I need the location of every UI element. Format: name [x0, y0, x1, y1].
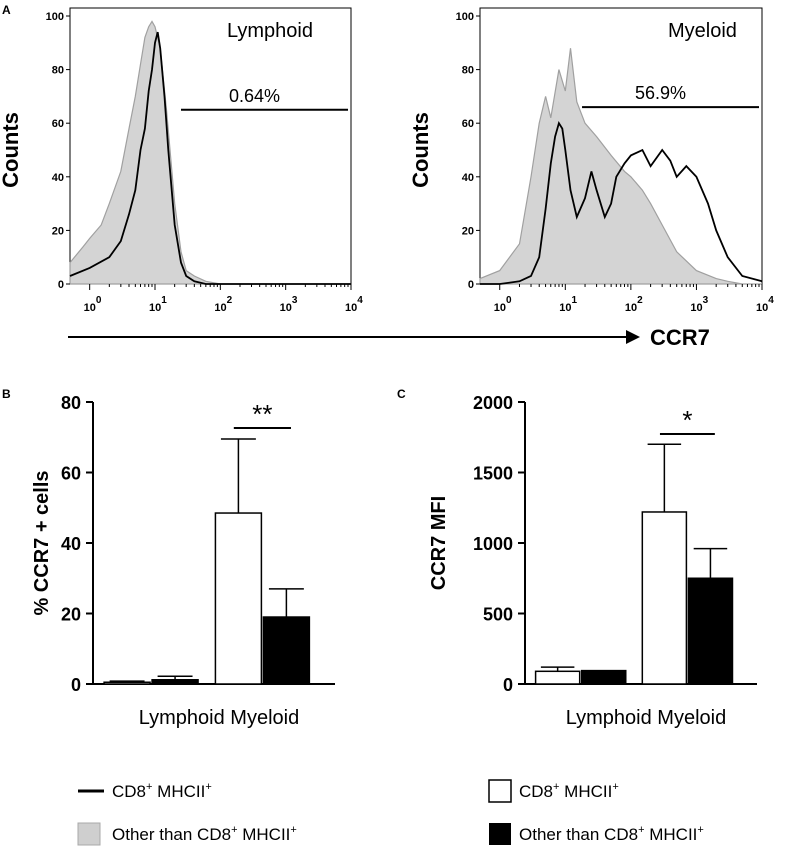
bar-myeloid-other-than-cd8: [262, 616, 311, 685]
x-tick-label: 104: [345, 295, 363, 314]
x-tick-label: 101: [149, 295, 167, 314]
ccr7-percent-chart: 0 20 40 60 80 ** Lymphoid Myeloid % CCR7 + cell…: [31, 393, 335, 729]
y-tick-label: 500: [483, 605, 513, 625]
legend-left-1-text: Other than CD8+ MHCII+: [112, 824, 297, 844]
y-tick-label: 20: [52, 225, 64, 237]
y-tick-label: 100: [46, 11, 64, 23]
y-tick-label: 0: [71, 675, 81, 695]
ccr7-mfi-chart: 0 500 1000 1500 2000 * Lymphoid Myeloid CCR7 MF…: [428, 393, 757, 729]
x-tick-label: 102: [214, 295, 232, 314]
y-tick-label: 0: [58, 279, 64, 291]
legend-gray-swatch: [77, 822, 101, 846]
y-tick-label: 60: [462, 118, 474, 130]
bar-lymphoid-cd8-mhcii: [534, 670, 581, 685]
y-tick-label: 20: [462, 225, 474, 237]
y-tick-label: 80: [52, 65, 64, 77]
bar-myeloid-other-than-cd8: [687, 577, 734, 685]
y-tick-label: 40: [462, 172, 474, 184]
legend-right-0-text: CD8+ MHCII+: [519, 781, 619, 801]
bar-lymphoid-other-than-cd8: [151, 679, 199, 685]
y-tick-label: 40: [61, 534, 81, 554]
y-tick-label: 20: [61, 605, 81, 625]
significance-marker: *: [682, 405, 692, 435]
bar-myeloid-cd8-mhcii: [641, 511, 688, 685]
y-tick-label: 1000: [473, 534, 513, 554]
y-tick-label: 80: [61, 393, 81, 413]
y-axis-label: % CCR7 + cells: [31, 470, 53, 615]
panel-label-a: A: [2, 3, 11, 17]
bar-myeloid-cd8-mhcii: [214, 512, 263, 685]
y-tick-label: 60: [61, 464, 81, 484]
x-tick-label: 100: [84, 295, 102, 314]
histogram-title: Myeloid: [668, 20, 737, 42]
histogram-series-cd8-mhcii: [69, 31, 351, 285]
significance-marker: **: [252, 399, 272, 429]
x-tick-label: 103: [690, 295, 708, 314]
myeloid-histogram: 0 20 40 60 80 100 100 101 102 103 104 56.9% Myeloid C…: [408, 7, 774, 314]
ccr7-axis-arrow-head: [626, 330, 640, 344]
bar-lymphoid-cd8-mhcii: [103, 681, 151, 685]
y-tick-label: 40: [52, 172, 64, 184]
y-tick-label: 60: [52, 118, 64, 130]
x-tick-label: 102: [625, 295, 643, 314]
x-tick-label: 104: [756, 295, 774, 314]
legend-white-swatch: [488, 779, 512, 803]
histogram-title: Lymphoid: [227, 20, 313, 42]
y-axis-label: Counts: [408, 112, 433, 188]
histogram-series-other-than-cd8: [479, 48, 762, 285]
y-axis-label: CCR7 MFI: [428, 496, 450, 590]
legend-right-1-text: Other than CD8+ MHCII+: [519, 824, 704, 844]
gate-percentage: 0.64%: [229, 86, 280, 106]
ccr7-axis-label: CCR7: [650, 325, 710, 350]
y-tick-label: 0: [503, 675, 513, 695]
bar-lymphoid-other-than-cd8: [580, 669, 627, 685]
x-tick-label: 101: [559, 295, 577, 314]
x-category-labels: Lymphoid Myeloid: [566, 707, 726, 729]
lymphoid-histogram: 0 20 40 60 80 100 100 101 102 103 104 0.64% Lymphoid…: [0, 7, 363, 314]
panel-label-b: B: [2, 387, 11, 401]
y-tick-label: 100: [456, 11, 474, 23]
y-tick-label: 2000: [473, 393, 513, 413]
y-axis-label: Counts: [0, 112, 23, 188]
x-tick-label: 100: [494, 295, 512, 314]
histogram-series-other-than-cd8: [69, 20, 351, 285]
y-tick-label: 1500: [473, 464, 513, 484]
panel-label-c: C: [397, 387, 406, 401]
legend-left-0-text: CD8+ MHCII+: [112, 781, 212, 801]
gate-percentage: 56.9%: [635, 83, 686, 103]
legend-right: CD8+ MHCII+ Other than CD8+ MHCII+: [488, 779, 704, 845]
legend-black-swatch: [489, 823, 511, 845]
x-tick-label: 103: [280, 295, 298, 314]
y-tick-label: 0: [468, 279, 474, 291]
legend-left: CD8+ MHCII+ Other than CD8+ MHCII+: [77, 781, 297, 846]
x-category-labels: Lymphoid Myeloid: [139, 707, 299, 729]
y-tick-label: 80: [462, 65, 474, 77]
histogram-series-cd8-mhcii: [480, 121, 763, 285]
